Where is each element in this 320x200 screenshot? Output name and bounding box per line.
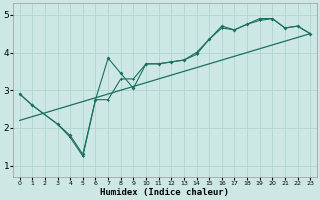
X-axis label: Humidex (Indice chaleur): Humidex (Indice chaleur) [100, 188, 229, 197]
